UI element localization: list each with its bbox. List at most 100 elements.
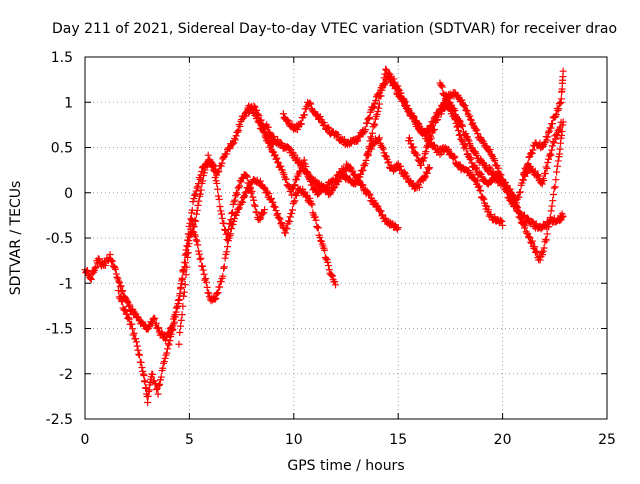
data-point xyxy=(129,325,137,333)
data-point xyxy=(273,154,281,162)
data-point xyxy=(420,173,428,181)
data-point xyxy=(286,213,294,221)
grid-lines xyxy=(85,57,607,419)
data-point xyxy=(214,192,222,200)
data-point xyxy=(86,274,94,282)
data-point xyxy=(527,238,535,246)
data-point xyxy=(466,115,474,123)
data-point xyxy=(370,120,378,128)
data-point xyxy=(121,306,129,314)
data-point xyxy=(329,184,337,192)
data-point xyxy=(496,216,504,224)
data-point xyxy=(391,85,399,93)
data-point xyxy=(546,150,554,158)
data-point xyxy=(473,126,481,134)
data-point xyxy=(483,202,491,210)
data-point xyxy=(202,275,210,283)
data-point xyxy=(559,67,567,75)
data-point xyxy=(441,91,449,99)
data-point xyxy=(527,150,535,158)
data-point xyxy=(472,127,480,135)
data-point xyxy=(202,278,210,286)
data-point xyxy=(190,195,198,203)
data-point xyxy=(177,283,185,291)
data-point xyxy=(413,119,421,127)
data-point xyxy=(193,206,201,214)
data-point xyxy=(556,145,564,153)
data-point xyxy=(232,132,240,140)
data-point xyxy=(291,197,299,205)
data-point xyxy=(256,117,264,125)
data-point xyxy=(464,135,472,143)
data-point xyxy=(187,216,195,224)
data-point xyxy=(548,142,556,150)
data-point xyxy=(171,318,179,326)
data-point xyxy=(177,316,185,324)
data-point xyxy=(108,257,116,265)
data-point xyxy=(477,187,485,195)
data-point xyxy=(200,169,208,177)
data-point xyxy=(375,135,383,143)
x-tick-label: 20 xyxy=(494,432,512,448)
data-point xyxy=(369,104,377,112)
data-point xyxy=(194,241,202,249)
data-point xyxy=(260,184,268,192)
data-point xyxy=(223,150,231,158)
data-point xyxy=(540,244,548,252)
data-point xyxy=(296,161,304,169)
y-tick-label: -2.5 xyxy=(46,412,73,428)
data-point xyxy=(354,176,362,184)
data-point xyxy=(372,97,380,105)
data-point xyxy=(417,161,425,169)
data-point xyxy=(483,142,491,150)
data-point xyxy=(378,86,386,94)
data-point xyxy=(357,170,365,178)
data-point xyxy=(178,275,186,283)
data-point xyxy=(229,221,237,229)
data-point xyxy=(410,114,418,122)
data-point xyxy=(404,105,412,113)
data-point xyxy=(375,100,383,108)
data-point xyxy=(213,179,221,187)
data-point xyxy=(325,262,333,270)
data-point xyxy=(169,326,177,334)
data-point xyxy=(422,148,430,156)
data-point xyxy=(438,83,446,91)
data-point xyxy=(524,214,532,222)
series-track-2 xyxy=(114,151,269,407)
data-point xyxy=(288,209,296,217)
data-point xyxy=(187,225,195,233)
data-point xyxy=(115,279,123,287)
data-point xyxy=(274,136,282,144)
data-point xyxy=(243,173,251,181)
data-point xyxy=(316,113,324,121)
data-point xyxy=(553,162,561,170)
data-point xyxy=(153,386,161,394)
data-point xyxy=(552,111,560,119)
data-point xyxy=(362,156,370,164)
data-point xyxy=(550,184,558,192)
data-point xyxy=(468,120,476,128)
data-point xyxy=(278,139,286,147)
data-point xyxy=(121,307,129,315)
data-point xyxy=(217,278,225,286)
data-point xyxy=(178,277,186,285)
data-point xyxy=(219,272,227,280)
data-point xyxy=(155,382,163,390)
data-point xyxy=(382,65,390,73)
data-point xyxy=(516,188,524,196)
data-point xyxy=(430,126,438,134)
data-point xyxy=(157,373,165,381)
data-point xyxy=(545,155,553,163)
data-point xyxy=(429,127,437,135)
data-point xyxy=(346,175,354,183)
data-point xyxy=(524,160,532,168)
data-point xyxy=(106,251,114,259)
data-point xyxy=(197,186,205,194)
data-point xyxy=(322,186,330,194)
data-point xyxy=(552,135,560,143)
data-point xyxy=(406,137,414,145)
data-point xyxy=(133,342,141,350)
data-point xyxy=(194,201,202,209)
